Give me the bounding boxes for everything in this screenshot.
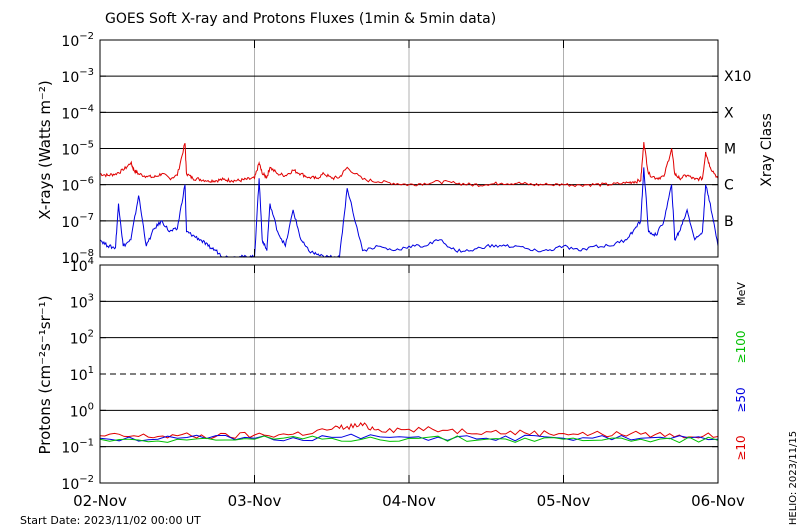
x-tick-label: 04-Nov xyxy=(382,492,436,510)
y-tick-label: 10−5 xyxy=(61,140,94,159)
y-tick-label: 104 xyxy=(70,256,94,275)
y-tick-label: 10−4 xyxy=(61,103,94,122)
proton-legend-label: ≥50 xyxy=(734,387,748,412)
proton-legend-label: ≥10 xyxy=(734,435,748,460)
y-tick-label: 10−6 xyxy=(61,176,94,195)
y-tick-label: 10−2 xyxy=(61,31,94,50)
y-tick-label: 10−3 xyxy=(61,67,94,86)
y-tick-label: 103 xyxy=(70,292,94,311)
proton-y-axis-label: Protons (cm⁻²s⁻¹sr⁻¹) xyxy=(36,295,54,454)
proton-series-line xyxy=(99,422,719,440)
xray-class-label: C xyxy=(724,178,734,194)
y-tick-label: 101 xyxy=(70,365,94,384)
xray-class-label: M xyxy=(724,142,736,158)
proton-unit-label: MeV xyxy=(735,282,748,306)
x-tick-label: 06-Nov xyxy=(691,492,745,510)
x-tick-label: 03-Nov xyxy=(228,492,282,510)
start-date-label: Start Date: 2023/11/02 00:00 UT xyxy=(20,514,201,527)
x-tick-label: 02-Nov xyxy=(73,492,127,510)
y-tick-label: 10−2 xyxy=(61,474,94,493)
y-tick-label: 100 xyxy=(70,401,94,420)
proton-series-line xyxy=(99,435,719,444)
y-tick-label: 102 xyxy=(70,329,94,348)
credit-label: HELIO: 2023/11/15 xyxy=(788,431,799,525)
proton-panel: 10−2 10−1 100 101 102 103 104 xyxy=(61,256,719,493)
y-tick-label: 10−7 xyxy=(61,212,94,231)
xray-class-label: X10 xyxy=(724,69,751,85)
xray-panel: 10−8 10−7 10−6 10−5 10−4 10−3 10−2 xyxy=(61,31,719,267)
y-tick-label: 10−1 xyxy=(61,438,94,457)
xray-class-axis-title: Xray Class xyxy=(759,113,775,187)
chart-title: GOES Soft X-ray and Protons Fluxes (1min… xyxy=(105,11,496,27)
xray-class-label: X xyxy=(724,105,734,121)
xray-series-line xyxy=(100,142,719,188)
proton-legend-label: ≥100 xyxy=(734,331,748,364)
xray-class-label: B xyxy=(724,214,734,230)
xray-y-axis-label: X-rays (Watts m⁻²) xyxy=(36,80,54,219)
y-tick-label: 10−8 xyxy=(61,248,94,267)
x-tick-label: 05-Nov xyxy=(537,492,591,510)
